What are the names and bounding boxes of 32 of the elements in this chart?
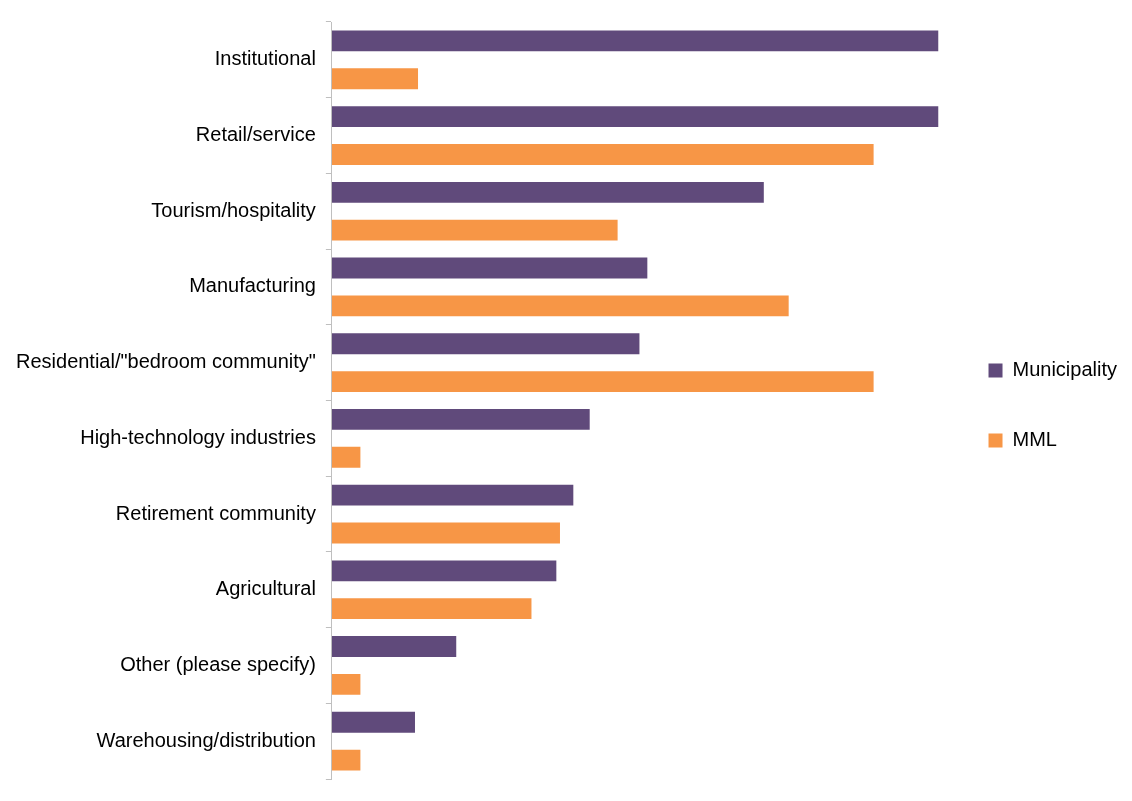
bar (331, 219, 618, 241)
bar (331, 673, 361, 695)
bar (331, 144, 874, 165)
bar (331, 106, 939, 128)
bar (331, 711, 415, 733)
y-tick-label: Tourism/hospitality (151, 198, 316, 221)
bar (331, 446, 361, 468)
y-tick-label: Warehousing/distribution (96, 728, 316, 751)
bar (331, 181, 764, 203)
bar (331, 749, 361, 771)
y-tick-label: High-technology industries (80, 425, 316, 448)
bar (331, 522, 560, 544)
bar (331, 30, 939, 52)
bar (331, 560, 557, 582)
y-tick-label: Retail/service (195, 123, 316, 146)
legend-label: MML (1012, 428, 1057, 451)
bar (331, 409, 590, 430)
bar (331, 484, 574, 506)
y-tick-label: Other (please specify) (120, 652, 316, 675)
bar (331, 333, 640, 355)
y-tick-label: Institutional (214, 47, 316, 70)
y-tick-label: Residential/"bedroom community" (15, 350, 316, 373)
y-tick-label: Manufacturing (189, 274, 316, 297)
bar (331, 257, 648, 279)
legend-label: Municipality (1012, 358, 1117, 381)
bar (331, 636, 457, 657)
bar (331, 68, 419, 90)
y-tick-label: Agricultural (215, 577, 316, 600)
bar (331, 598, 532, 620)
bar (331, 371, 874, 392)
bar (331, 295, 789, 317)
y-tick-label: Retirement community (115, 501, 316, 524)
